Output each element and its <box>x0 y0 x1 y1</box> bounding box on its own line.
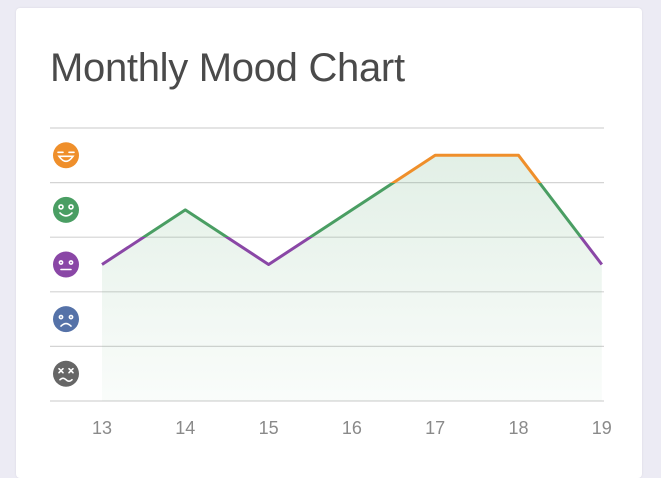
x-axis-label: 14 <box>175 418 195 438</box>
x-axis-label: 19 <box>592 418 612 438</box>
mood-line <box>101 153 603 266</box>
laughing-face-icon <box>53 142 79 169</box>
mood-line-chart: 13 14 15 16 17 18 19 <box>50 127 612 438</box>
sad-face-icon <box>53 306 79 333</box>
happy-face-icon <box>53 196 79 223</box>
area-fill <box>102 155 602 401</box>
x-axis-label: 13 <box>92 418 112 438</box>
neutral-face-icon <box>53 251 79 278</box>
dizzy-face-icon <box>53 360 79 387</box>
x-axis-labels: 13 14 15 16 17 18 19 <box>92 418 612 438</box>
x-axis-label: 16 <box>342 418 362 438</box>
chart-title: Monthly Mood Chart <box>50 46 405 90</box>
x-axis-label: 18 <box>508 418 528 438</box>
y-axis-mood-icons <box>53 142 79 387</box>
x-axis-label: 17 <box>425 418 445 438</box>
x-axis-label: 15 <box>259 418 279 438</box>
